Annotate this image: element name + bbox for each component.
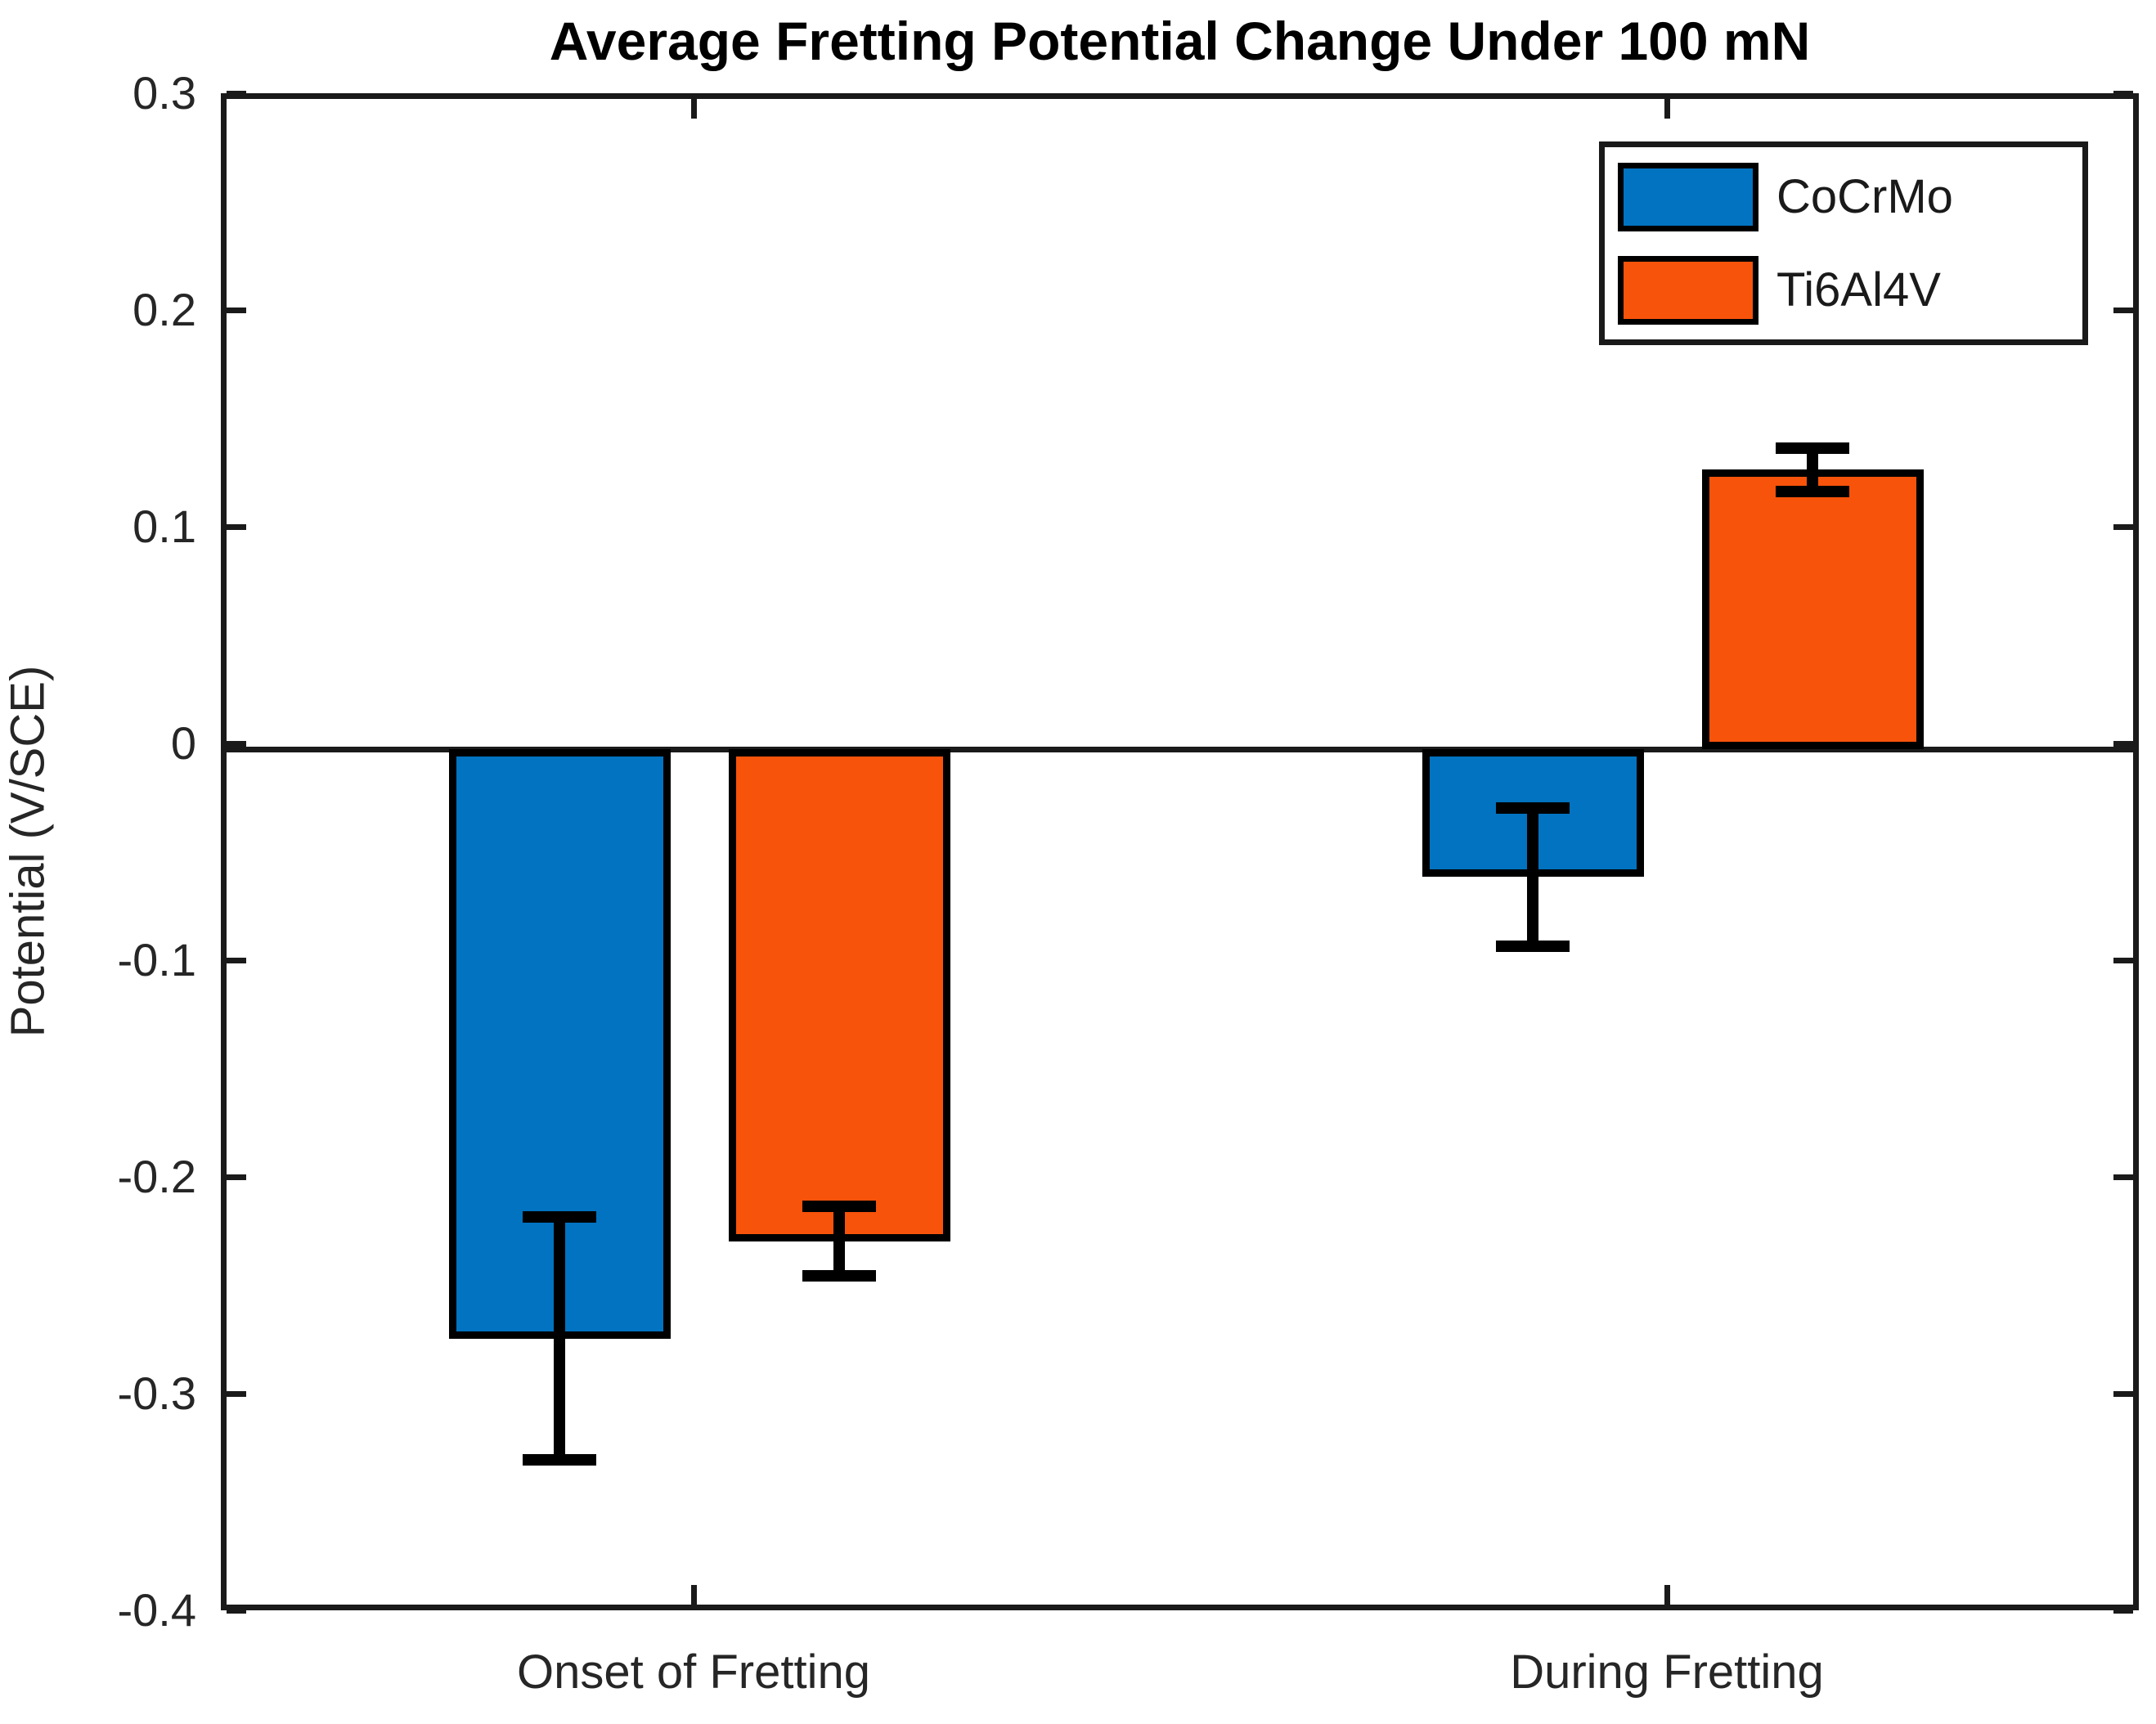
legend-item-ti6al4v: Ti6Al4V — [1618, 255, 2082, 325]
error-cap-bottom-cocrmo-during-fretting — [1496, 941, 1570, 953]
y-tick-label: -0.1 — [117, 934, 197, 985]
legend-label: CoCrMo — [1776, 170, 1953, 223]
zero-line — [227, 746, 2133, 752]
error-cap-top-cocrmo-during-fretting — [1496, 801, 1570, 814]
y-tick-label: -0.2 — [117, 1151, 197, 1202]
chart-title: Average Fretting Potential Change Under … — [549, 11, 1811, 71]
error-cap-top-ti6al4v-onset-of-fretting — [802, 1201, 876, 1213]
y-tick-label: -0.3 — [117, 1367, 197, 1419]
y-tick-label: 0.2 — [133, 284, 196, 335]
legend-swatch-ti6al4v — [1618, 255, 1758, 325]
y-tick-right — [2113, 523, 2133, 530]
y-tick-left — [227, 523, 246, 530]
error-cap-top-ti6al4v-during-fretting — [1776, 442, 1849, 454]
y-tick-left — [227, 1174, 246, 1180]
y-tick-label: 0 — [170, 717, 196, 769]
y-tick-right — [2113, 1174, 2133, 1180]
legend: CoCrMo Ti6Al4V — [1599, 141, 2088, 345]
error-cap-bottom-ti6al4v-during-fretting — [1776, 485, 1849, 497]
y-tick-left — [227, 1390, 246, 1397]
y-tick-left — [227, 740, 246, 747]
error-cap-top-cocrmo-onset-of-fretting — [523, 1211, 596, 1223]
x-tick-top — [1664, 99, 1670, 119]
y-tick-right — [2113, 957, 2133, 963]
legend-item-cocrmo: CoCrMo — [1618, 162, 2082, 231]
y-tick-right — [2113, 740, 2133, 747]
y-tick-right — [2113, 90, 2133, 97]
bar-ti6al4v-onset-of-fretting — [728, 749, 950, 1241]
y-tick-right — [2113, 1390, 2133, 1397]
error-bar-cocrmo-during-fretting — [1527, 807, 1538, 947]
y-tick-left — [227, 307, 246, 313]
legend-swatch-cocrmo — [1618, 162, 1758, 231]
x-tick-label-during-fretting: During Fretting — [1510, 1645, 1824, 1699]
y-tick-label: -0.4 — [117, 1584, 197, 1636]
y-tick-right — [2113, 307, 2133, 313]
y-tick-label: 0.1 — [133, 501, 196, 552]
x-tick-label-onset-of-fretting: Onset of Fretting — [517, 1645, 870, 1699]
x-tick-bottom — [690, 1585, 697, 1605]
plot-area — [221, 90, 2139, 1614]
error-bar-cocrmo-onset-of-fretting — [554, 1217, 565, 1461]
y-tick-left — [227, 90, 246, 97]
y-tick-label: 0.3 — [133, 67, 196, 119]
x-tick-bottom — [1664, 1585, 1670, 1605]
error-bar-ti6al4v-during-fretting — [1807, 447, 1818, 492]
y-tick-right — [2113, 1607, 2133, 1614]
error-cap-bottom-ti6al4v-onset-of-fretting — [802, 1269, 876, 1282]
legend-label: Ti6Al4V — [1776, 263, 1941, 317]
y-tick-left — [227, 957, 246, 963]
error-cap-bottom-cocrmo-onset-of-fretting — [523, 1454, 596, 1466]
error-bar-ti6al4v-onset-of-fretting — [833, 1206, 845, 1276]
bar-ti6al4v-during-fretting — [1701, 469, 1924, 749]
y-tick-left — [227, 1607, 246, 1614]
x-tick-top — [690, 99, 697, 119]
